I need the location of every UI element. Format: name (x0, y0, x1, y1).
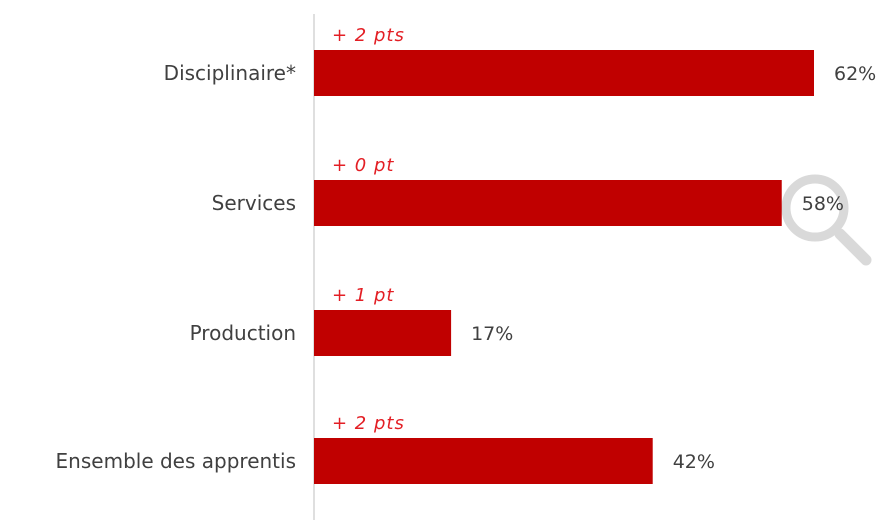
bars-layer: Disciplinaire* 62% + 2 pts Services 58% + 0 p… (56, 25, 876, 484)
category-label: Production (190, 321, 296, 345)
change-label: + 1 pt (332, 285, 394, 306)
change-label: + 0 pt (332, 155, 394, 176)
value-label: 42% (673, 451, 715, 473)
magnifier-icon (781, 174, 872, 266)
value-label: 62% (834, 63, 876, 85)
value-label: 58% (802, 193, 844, 215)
bar (314, 50, 814, 96)
category-label: Disciplinaire* (164, 61, 296, 85)
change-label: + 2 pts (332, 413, 405, 434)
bar (314, 180, 782, 226)
category-label: Ensemble des apprentis (56, 449, 296, 473)
value-label: 17% (471, 323, 513, 345)
category-label: Services (212, 191, 296, 215)
change-label: + 2 pts (332, 25, 405, 46)
bar (314, 310, 452, 356)
bar (314, 438, 653, 484)
